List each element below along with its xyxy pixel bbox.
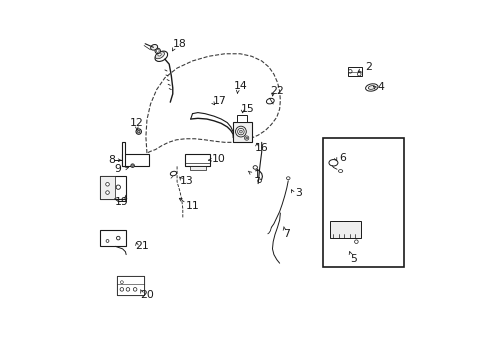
Ellipse shape [131, 164, 134, 167]
Text: 12: 12 [129, 118, 143, 128]
Text: 2: 2 [364, 62, 371, 72]
Text: 21: 21 [135, 241, 149, 251]
Text: 19: 19 [115, 197, 128, 207]
Bar [329, 221, 361, 238]
Ellipse shape [105, 191, 109, 194]
Bar [322, 138, 404, 267]
Ellipse shape [253, 166, 257, 169]
Text: 16: 16 [254, 143, 268, 153]
Text: 15: 15 [241, 104, 254, 114]
Bar [347, 67, 362, 76]
Bar [236, 115, 247, 122]
Ellipse shape [354, 240, 357, 243]
Bar [185, 154, 209, 166]
Ellipse shape [120, 281, 123, 284]
Text: 7: 7 [283, 229, 290, 239]
Text: 8: 8 [108, 155, 115, 165]
Text: 4: 4 [377, 82, 384, 93]
Text: 10: 10 [211, 154, 225, 164]
Ellipse shape [266, 98, 274, 104]
Ellipse shape [137, 130, 140, 133]
Bar [122, 142, 124, 166]
Ellipse shape [105, 183, 109, 186]
Text: 1: 1 [253, 170, 260, 180]
Ellipse shape [155, 48, 160, 54]
Ellipse shape [158, 53, 161, 56]
Ellipse shape [131, 165, 133, 167]
Ellipse shape [286, 177, 289, 180]
Bar [190, 166, 206, 170]
Bar [100, 176, 115, 199]
Text: 9: 9 [115, 164, 122, 174]
Text: 6: 6 [339, 153, 346, 163]
Text: 3: 3 [294, 188, 301, 198]
Ellipse shape [235, 126, 246, 137]
Bar [117, 276, 144, 296]
Text: 20: 20 [140, 291, 154, 301]
Ellipse shape [245, 137, 247, 139]
Bar [117, 276, 144, 296]
Bar [100, 176, 126, 199]
Text: 5: 5 [350, 254, 357, 264]
Text: 11: 11 [185, 201, 199, 211]
Ellipse shape [328, 159, 337, 166]
Ellipse shape [244, 136, 248, 140]
Ellipse shape [155, 51, 167, 62]
Text: 14: 14 [233, 81, 246, 91]
Ellipse shape [338, 170, 342, 172]
Ellipse shape [136, 129, 141, 134]
Ellipse shape [126, 288, 129, 291]
Ellipse shape [170, 171, 176, 176]
Ellipse shape [150, 45, 157, 50]
Ellipse shape [367, 86, 375, 89]
Ellipse shape [106, 239, 109, 242]
Text: 18: 18 [172, 40, 186, 49]
Bar [233, 122, 251, 142]
Ellipse shape [365, 84, 377, 91]
Text: 17: 17 [212, 96, 226, 106]
Ellipse shape [348, 69, 351, 73]
Ellipse shape [116, 185, 120, 189]
Ellipse shape [237, 129, 244, 135]
Ellipse shape [357, 72, 360, 76]
Ellipse shape [257, 179, 261, 183]
Ellipse shape [239, 130, 242, 133]
Text: 13: 13 [180, 176, 194, 186]
Ellipse shape [116, 236, 120, 240]
Bar [122, 154, 148, 166]
Ellipse shape [156, 49, 159, 52]
Ellipse shape [155, 52, 164, 59]
Ellipse shape [133, 288, 137, 291]
Text: 22: 22 [270, 86, 284, 96]
Ellipse shape [120, 288, 123, 291]
Bar [100, 230, 126, 246]
